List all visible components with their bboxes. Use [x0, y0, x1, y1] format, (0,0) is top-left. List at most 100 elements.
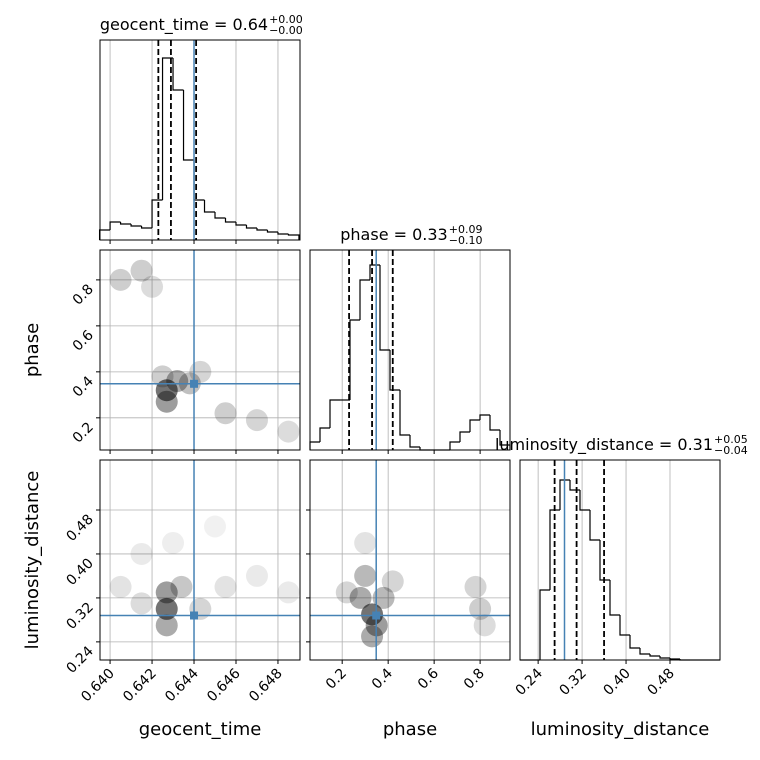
density-blob	[335, 581, 358, 604]
histogram-bin	[389, 350, 400, 391]
histogram-bin	[266, 230, 278, 233]
density-blob	[141, 275, 164, 298]
panel: geocent_time = 0.64 +0.00−0.00	[98, 13, 303, 244]
title-lower-error: −0.04	[714, 444, 748, 457]
histogram-bin	[277, 232, 289, 235]
density-blob	[372, 586, 395, 609]
density-blob	[245, 409, 268, 432]
panel-title: phase = 0.33	[340, 225, 447, 244]
density	[109, 259, 300, 443]
x-axis-label: geocent_time	[139, 719, 262, 740]
density-blob	[214, 402, 237, 425]
title-lower-error: −0.00	[269, 24, 303, 37]
histogram-bin	[161, 57, 174, 200]
histogram-bin	[140, 226, 153, 229]
histogram-bin	[119, 222, 132, 225]
density-blob	[130, 592, 153, 615]
truth-marker	[190, 379, 199, 388]
histogram-bin	[669, 658, 680, 660]
histogram-bin	[649, 654, 660, 657]
x-axis-label: phase	[383, 719, 437, 740]
histogram-bin	[151, 199, 163, 228]
truth-marker	[190, 611, 199, 620]
histogram-bin	[469, 419, 480, 432]
histogram-bin	[599, 540, 610, 581]
histogram-bin	[609, 580, 620, 616]
panel: phase = 0.33 +0.09−0.10	[309, 223, 511, 454]
density-blob	[349, 586, 372, 609]
histogram-bin	[379, 265, 390, 351]
density-blob	[155, 597, 178, 620]
density-blob	[170, 575, 193, 598]
panel-title: luminosity_distance = 0.31	[495, 435, 713, 455]
histogram-bin	[214, 212, 226, 219]
density-blob	[277, 581, 300, 604]
density-blob	[469, 597, 492, 620]
density-blob	[354, 564, 377, 587]
density-blob	[155, 390, 178, 413]
histogram-bin	[349, 319, 360, 400]
histogram-bin	[619, 615, 630, 636]
histogram-bin	[489, 415, 500, 431]
title-upper-error: +0.00	[269, 13, 303, 26]
density-blob	[245, 564, 268, 587]
panel-frame	[519, 459, 721, 661]
panel-frame	[99, 459, 301, 661]
histogram-bin	[399, 390, 410, 436]
title-upper-error: +0.05	[714, 433, 748, 446]
histogram-bin	[319, 427, 330, 442]
density-blob	[109, 268, 132, 291]
density-blob	[109, 575, 132, 598]
density-blob	[204, 515, 227, 538]
x-axis-label: luminosity_distance	[531, 719, 710, 740]
density-blob	[214, 575, 237, 598]
density-blob	[166, 370, 189, 393]
density-blob	[361, 625, 384, 648]
histogram-bin	[539, 589, 550, 660]
histogram-bin	[130, 224, 142, 227]
density-blob	[151, 365, 174, 388]
histogram-bin	[256, 228, 268, 231]
panel-frame	[309, 249, 511, 451]
histogram-bin	[109, 221, 121, 230]
histogram-bin	[235, 222, 247, 226]
histogram-bin	[409, 435, 420, 448]
density-blob	[155, 614, 178, 637]
y-axis-label: luminosity_distance	[22, 471, 43, 650]
density	[335, 531, 496, 648]
histogram-bin	[224, 218, 236, 223]
histogram-bin	[579, 490, 590, 511]
density-blob	[277, 420, 300, 443]
histogram-bin	[172, 58, 184, 91]
density-blob	[473, 614, 496, 637]
histogram-bin	[449, 441, 460, 450]
density-blob	[130, 259, 153, 282]
histogram-bin	[182, 90, 195, 161]
truth-marker	[372, 611, 381, 620]
density-blob	[381, 570, 404, 593]
density-blob	[130, 542, 153, 565]
y-axis-label: phase	[22, 323, 43, 377]
density-blob	[464, 575, 487, 598]
histogram-bin	[629, 635, 640, 649]
histogram-bin	[549, 509, 560, 590]
density-blob	[354, 531, 377, 554]
histogram-bin	[479, 414, 490, 420]
histogram-bin	[589, 510, 600, 541]
panel-frame	[309, 459, 511, 661]
title-upper-error: +0.09	[449, 223, 483, 236]
histogram-bin	[245, 225, 257, 229]
histogram-bin	[329, 399, 340, 428]
density-blob	[155, 379, 178, 402]
panel-title: geocent_time = 0.64	[100, 15, 268, 35]
density-blob	[155, 581, 178, 604]
density-blob	[162, 531, 185, 554]
histogram-bin	[559, 479, 570, 510]
histogram-bin	[203, 200, 216, 213]
histogram-bin	[659, 656, 670, 659]
panel-frame	[99, 249, 301, 451]
